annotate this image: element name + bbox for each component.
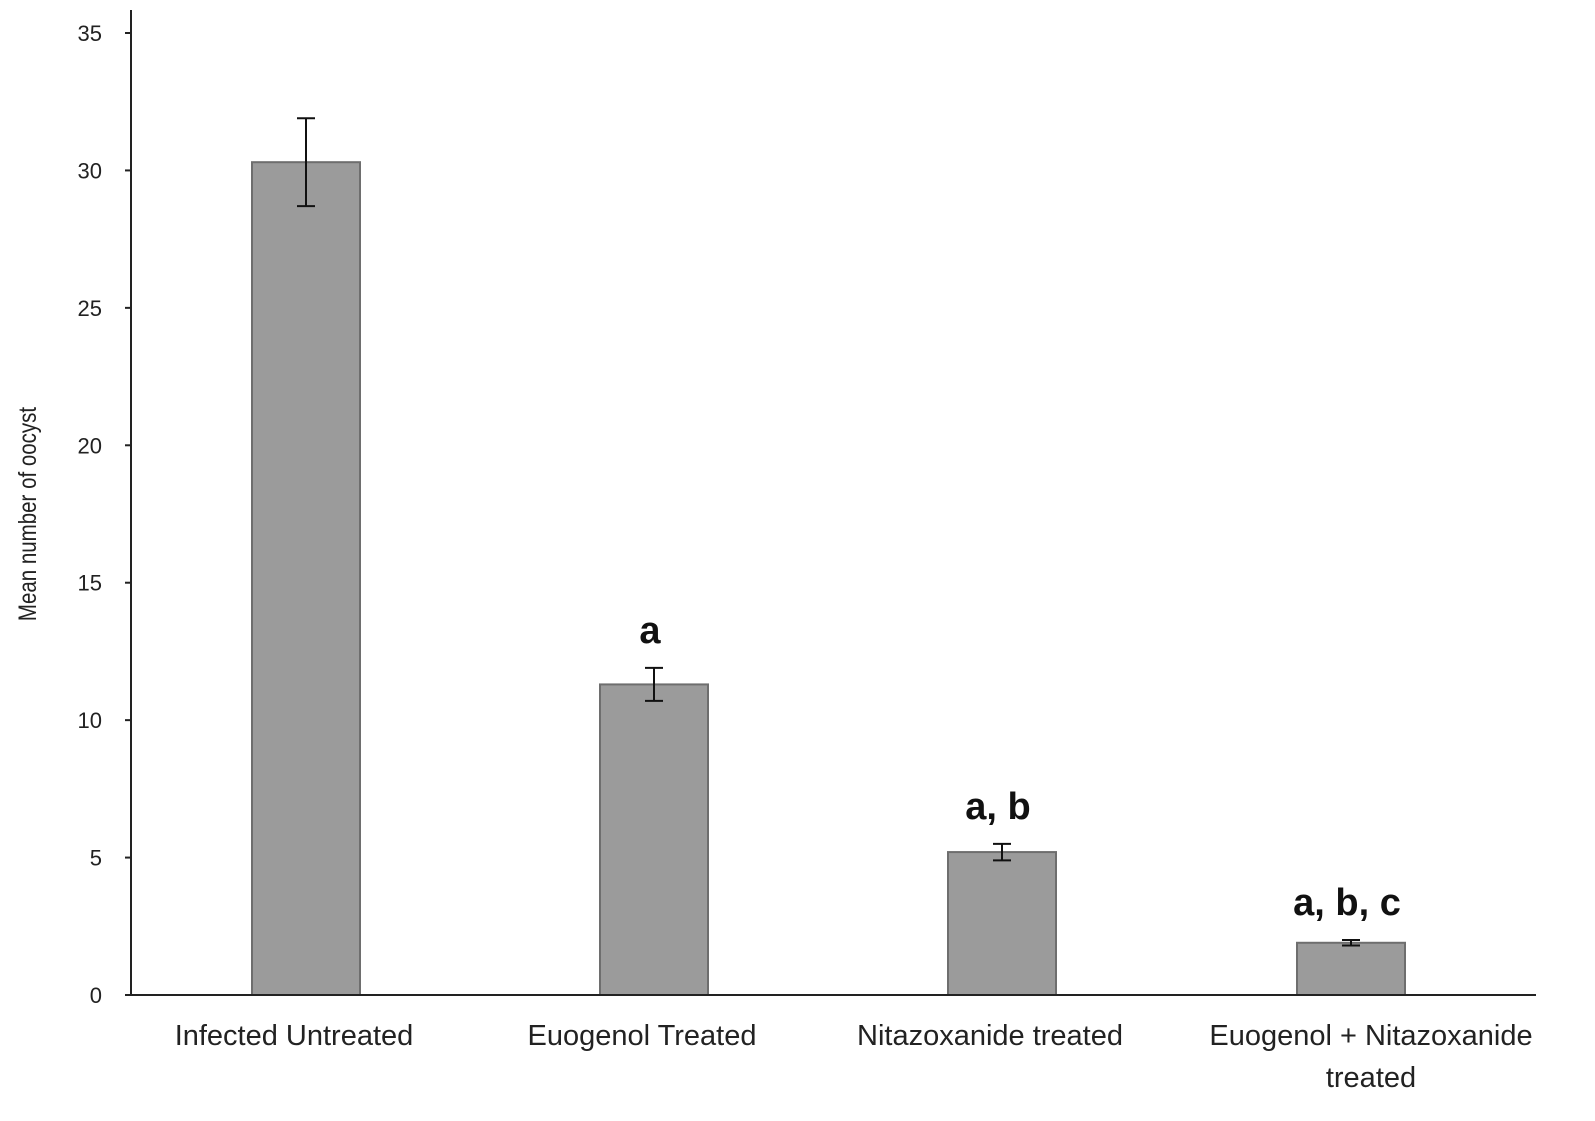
significance-label: a, b — [965, 786, 1030, 828]
y-tick-label: 0 — [90, 983, 102, 1008]
y-tick-label: 5 — [90, 846, 102, 871]
y-tick-label: 20 — [78, 433, 102, 458]
y-tick-label: 25 — [78, 296, 102, 321]
error-bar — [645, 666, 663, 702]
y-axis-ticks: 0 5 10 15 20 25 30 35 — [78, 21, 131, 1008]
significance-label: a — [639, 610, 661, 652]
category-label: Euogenol Treated — [528, 1020, 757, 1052]
error-bar — [1342, 939, 1360, 947]
bar — [251, 161, 361, 996]
error-bar — [297, 117, 315, 208]
error-bar — [993, 842, 1011, 862]
category-labels-group: Infected Untreated Euogenol Treated Nitazo… — [175, 1020, 1533, 1094]
category-label: Euogenol + Nitazoxanide treated — [1209, 1020, 1532, 1094]
y-tick-label: 10 — [78, 708, 102, 733]
y-axis-title: Mean number of oocyst — [13, 406, 41, 621]
significance-labels-group: a a, b a, b, c — [639, 610, 1400, 924]
bar — [599, 683, 709, 996]
y-tick-label: 35 — [78, 21, 102, 46]
y-tick-label: 15 — [78, 571, 102, 596]
significance-label: a, b, c — [1293, 882, 1401, 924]
error-bars-group — [297, 117, 1360, 947]
category-label: Infected Untreated — [175, 1020, 414, 1052]
category-label: Nitazoxanide treated — [857, 1020, 1123, 1052]
bar — [1296, 941, 1406, 997]
y-tick-label: 30 — [78, 158, 102, 183]
bar — [947, 851, 1057, 996]
bars-group — [251, 161, 1406, 997]
